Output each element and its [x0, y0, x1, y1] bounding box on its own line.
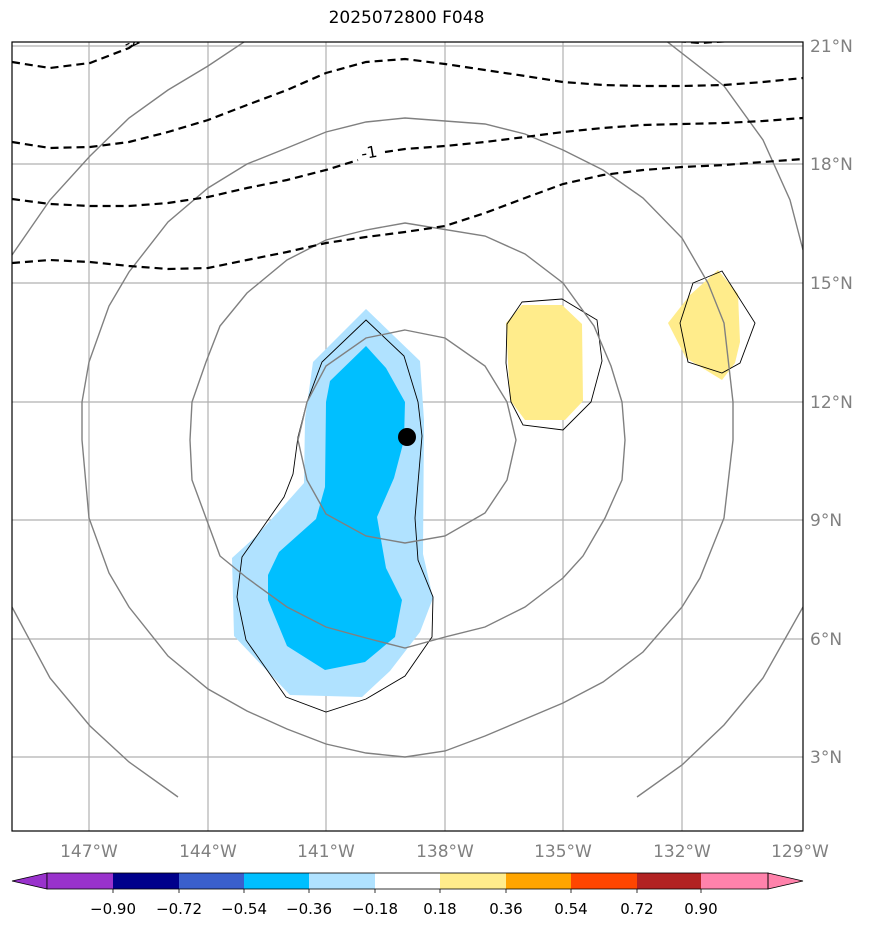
lon-label: 144°W: [179, 842, 237, 862]
colorbar-tick-label: −0.90: [90, 900, 136, 918]
lon-label: 129°W: [771, 842, 829, 862]
dashed-contours: [12, 42, 803, 271]
colorbar: −0.90 −0.72 −0.54 −0.36 −0.18 0.18 0.36 …: [11, 872, 804, 918]
colorbar-tick-label: 0.18: [423, 900, 456, 918]
storm-center-marker: [398, 428, 416, 446]
contour-label-minus-one: -1: [360, 142, 379, 163]
colorbar-tick-label: −0.54: [221, 900, 267, 918]
lat-label: 21°N: [810, 37, 853, 57]
positive-area-east: [506, 305, 583, 420]
lon-label: 147°W: [60, 842, 118, 862]
colorbar-tick-label: 0.90: [684, 900, 717, 918]
lat-label: 6°N: [810, 630, 842, 650]
lon-label: 138°W: [416, 842, 474, 862]
colorbar-tick-label: −0.18: [352, 900, 398, 918]
gridlines: [12, 42, 803, 831]
lat-label: 3°N: [810, 748, 842, 768]
colorbar-tick-label: 0.36: [489, 900, 522, 918]
colorbar-tick-label: −0.72: [156, 900, 202, 918]
map-area: -1 -2: [12, 29, 803, 831]
latitude-labels: 21°N 18°N 15°N 12°N 9°N 6°N 3°N: [810, 37, 853, 768]
lat-label: 18°N: [810, 155, 853, 175]
circular-contours: [12, 42, 803, 798]
lat-label: 12°N: [810, 393, 853, 413]
map-title: 2025072800 F048: [328, 8, 485, 28]
contour-label-minus-two: -2: [120, 29, 142, 53]
colorbar-tick-label: 0.54: [554, 900, 587, 918]
colorbar-tick-label: 0.72: [620, 900, 653, 918]
lon-label: 135°W: [534, 842, 592, 862]
map-frame: [11, 41, 804, 832]
lon-label: 141°W: [297, 842, 355, 862]
strong-negative-area: [268, 346, 405, 670]
lat-label: 15°N: [810, 274, 853, 294]
colorbar-tick-label: −0.36: [286, 900, 332, 918]
lat-label: 9°N: [810, 511, 842, 531]
longitude-labels: 147°W 144°W 141°W 138°W 135°W 132°W 129°…: [60, 842, 829, 862]
lon-label: 132°W: [653, 842, 711, 862]
